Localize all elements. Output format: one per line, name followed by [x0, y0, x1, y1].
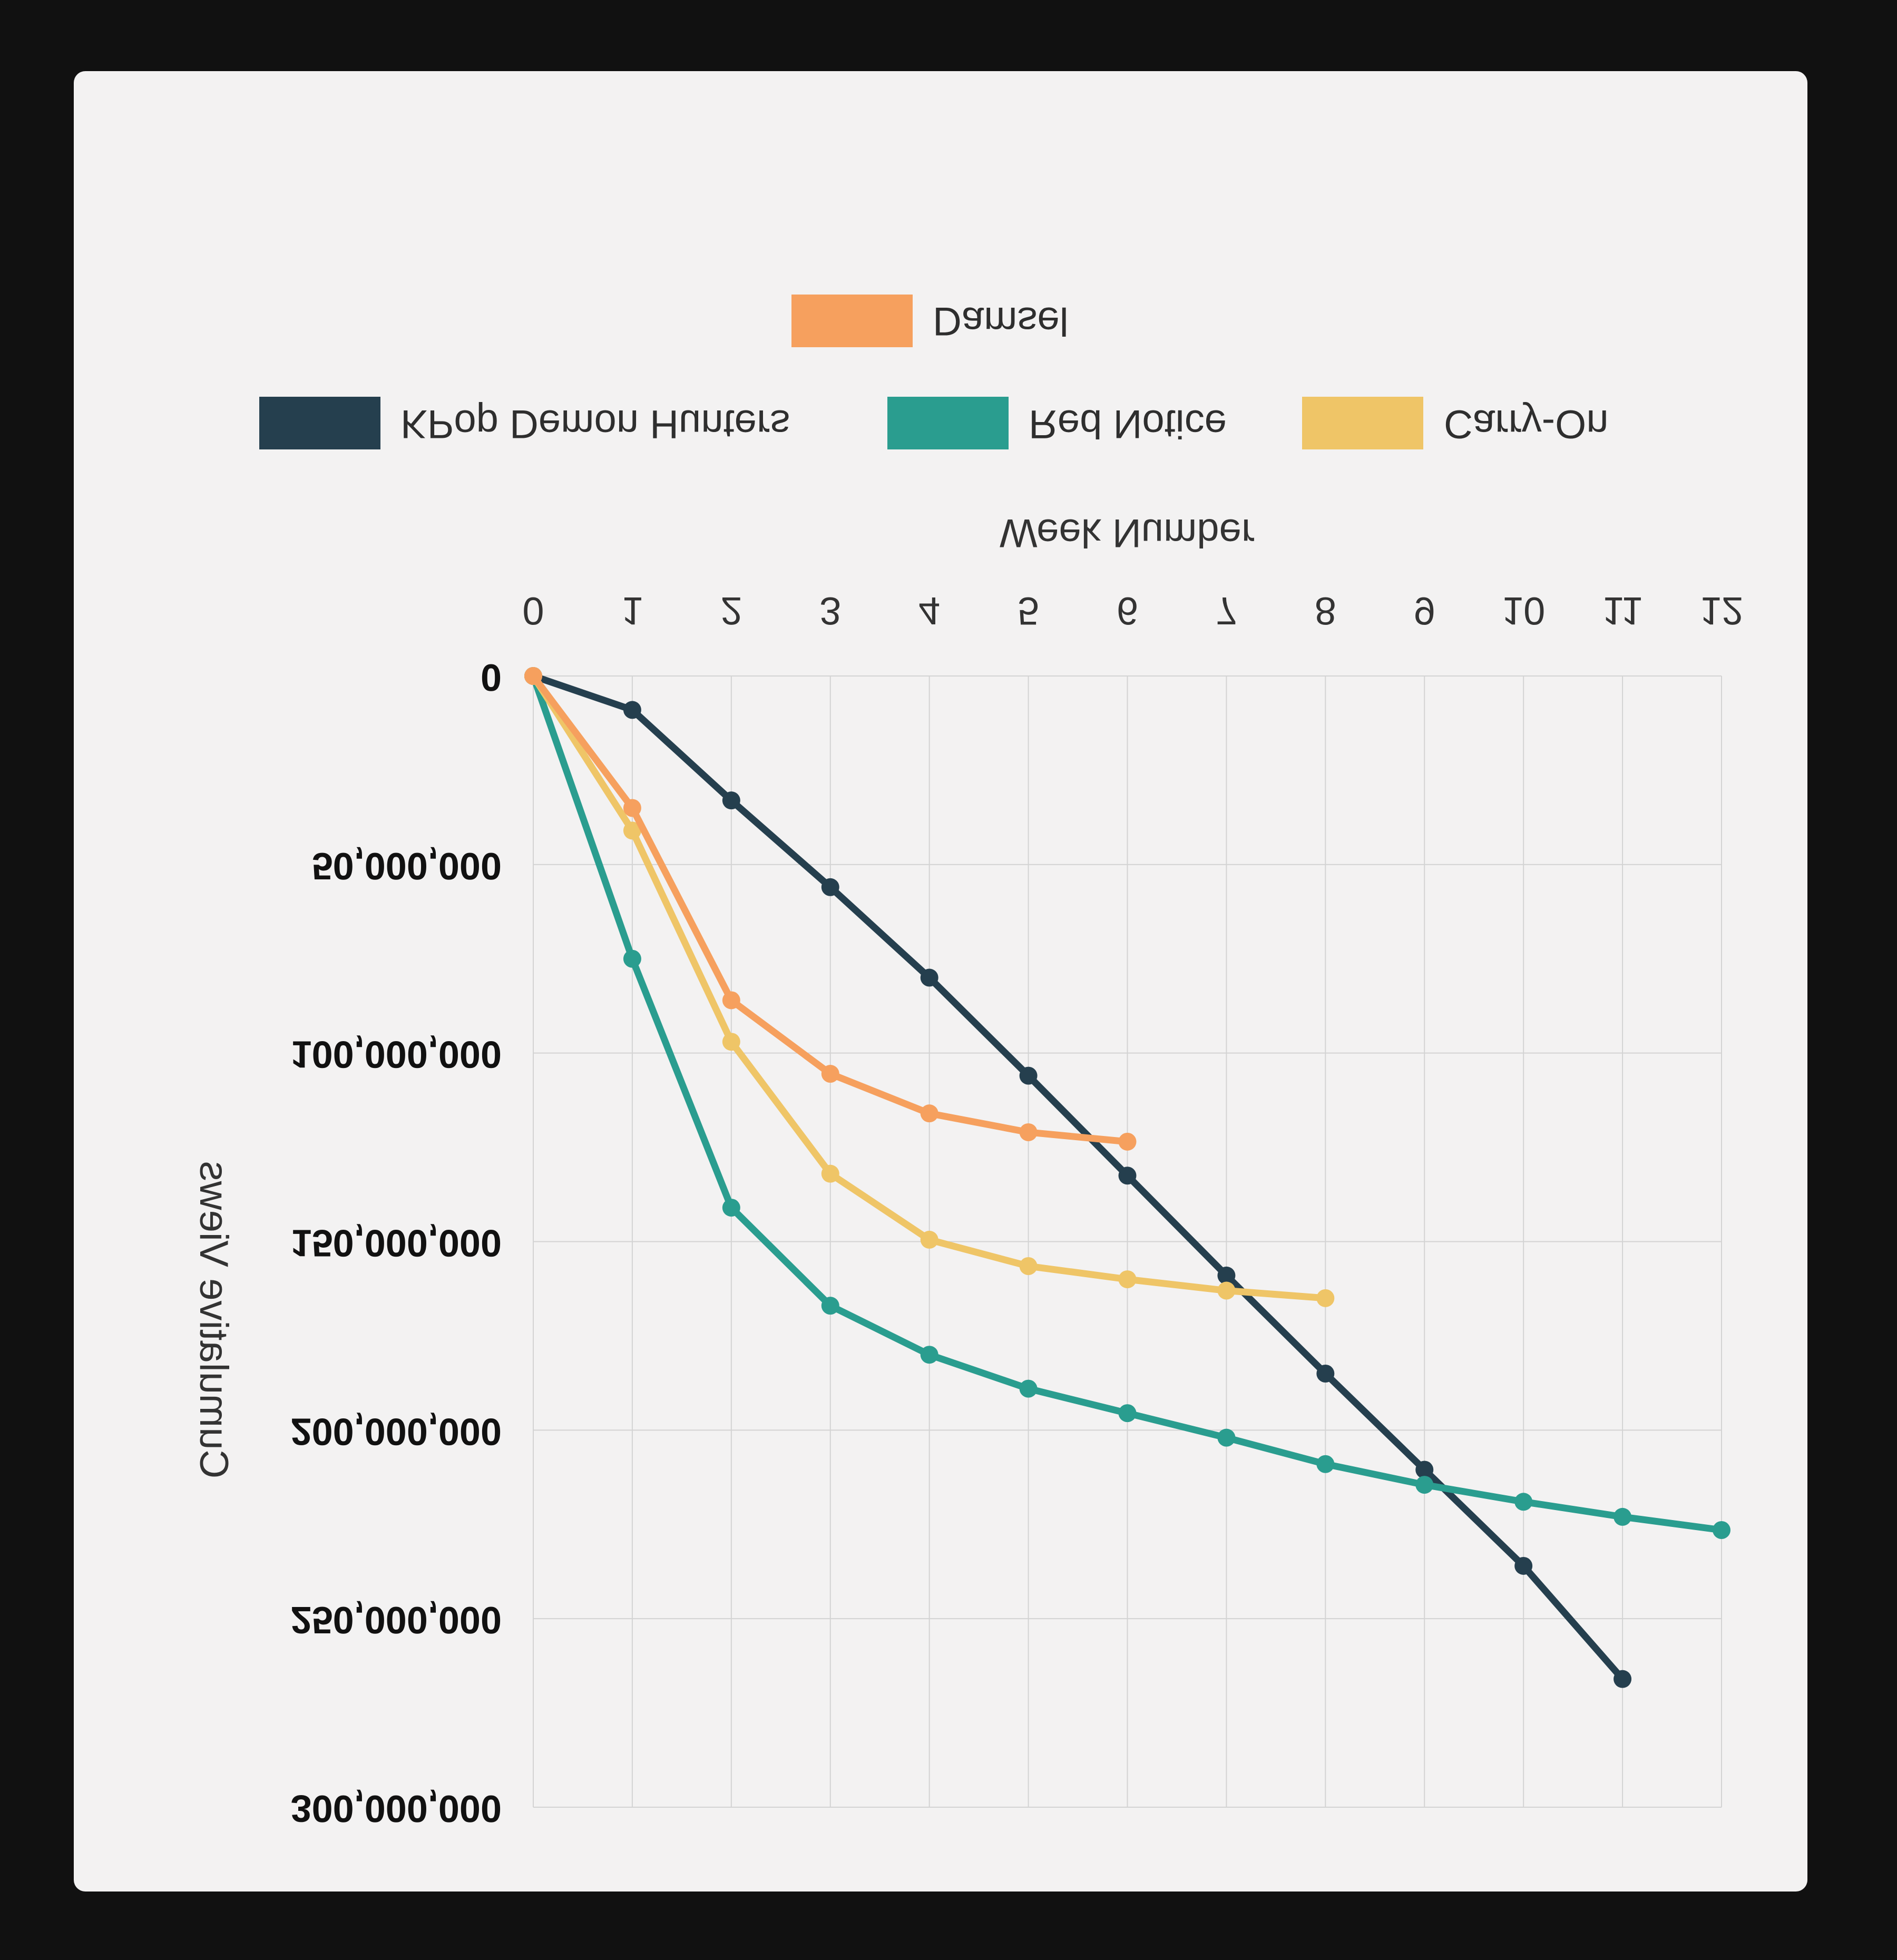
data-point — [1415, 1476, 1434, 1494]
y-axis-ticks: 0 50,000,000 100,000,000 150,000,000 200,000… — [291, 656, 502, 1829]
data-point — [1019, 1257, 1038, 1276]
legend-swatch — [887, 397, 1009, 449]
legend-item: Damsel — [791, 295, 1069, 347]
x-tick-label: 7 — [1216, 589, 1237, 633]
data-point — [920, 1104, 938, 1123]
series-1 — [524, 667, 1730, 1539]
grid — [533, 675, 1722, 1808]
data-point — [1217, 1266, 1236, 1285]
data-point — [1713, 1521, 1730, 1539]
x-tick-label: 2 — [720, 589, 742, 633]
x-tick-label: 10 — [1502, 589, 1545, 633]
legend-swatch — [1302, 397, 1423, 449]
x-tick-label: 9 — [1414, 589, 1435, 633]
y-tick-label: 200,000,000 — [291, 1410, 502, 1452]
legend-item: Red Notice — [887, 397, 1227, 449]
chart-card: 0 50,000,000 100,000,000 150,000,000 200,000… — [74, 71, 1807, 1892]
data-point — [920, 968, 938, 987]
data-point — [1316, 1289, 1335, 1307]
data-point — [821, 1164, 839, 1183]
data-point — [623, 949, 641, 968]
data-point — [1019, 1066, 1038, 1085]
data-point — [1614, 1670, 1632, 1688]
data-point — [524, 667, 542, 685]
y-tick-label: 300,000,000 — [291, 1787, 502, 1829]
data-point — [1019, 1123, 1038, 1141]
data-point — [1118, 1404, 1137, 1423]
data-point — [623, 701, 641, 719]
data-point — [1514, 1493, 1533, 1511]
data-point — [722, 1033, 740, 1051]
legend-label: Carry-On — [1444, 401, 1608, 446]
series-lines — [524, 667, 1730, 1688]
series-3 — [524, 667, 1137, 1151]
legend: KPop Demon Hunters Red Notice Carry-On Dams… — [259, 295, 1608, 449]
data-point — [623, 799, 641, 817]
data-point — [1019, 1379, 1038, 1398]
data-point — [722, 991, 740, 1010]
data-point — [722, 791, 740, 810]
legend-label: Red Notice — [1029, 401, 1227, 446]
data-point — [1118, 1167, 1137, 1185]
series-line — [530, 672, 1626, 1683]
y-tick-label: 100,000,000 — [291, 1033, 502, 1075]
y-tick-label: 150,000,000 — [291, 1222, 502, 1264]
legend-swatch — [791, 295, 913, 347]
legend-swatch — [259, 397, 380, 449]
y-tick-label: 50,000,000 — [312, 845, 502, 887]
x-tick-label: 11 — [1602, 589, 1643, 633]
x-tick-label: 1 — [621, 589, 643, 633]
data-point — [920, 1346, 938, 1364]
data-point — [821, 1065, 839, 1083]
y-tick-label: 0 — [481, 656, 502, 698]
x-tick-label: 0 — [522, 589, 544, 633]
x-tick-label: 5 — [1018, 589, 1039, 633]
x-axis-label: Week Number — [1000, 511, 1255, 555]
y-tick-label: 250,000,000 — [291, 1599, 502, 1641]
data-point — [1118, 1132, 1137, 1151]
data-point — [1514, 1556, 1533, 1575]
data-point — [722, 1199, 740, 1217]
x-tick-label: 3 — [819, 589, 841, 633]
y-axis-label: Cumulative Views — [191, 1161, 236, 1479]
legend-label: KPop Demon Hunters — [400, 401, 790, 446]
x-tick-label: 12 — [1700, 589, 1743, 633]
series-0 — [524, 667, 1632, 1688]
x-tick-label: 6 — [1117, 589, 1138, 633]
data-point — [821, 878, 839, 896]
x-tick-label: 8 — [1315, 589, 1336, 633]
data-point — [1217, 1428, 1236, 1447]
x-tick-label: 4 — [918, 589, 940, 633]
legend-label: Damsel — [933, 299, 1069, 344]
data-point — [920, 1230, 938, 1249]
line-chart: 0 50,000,000 100,000,000 150,000,000 200,000… — [191, 295, 1743, 1829]
legend-item: Carry-On — [1302, 397, 1608, 449]
x-axis-ticks: 0 1 2 3 4 5 6 7 8 9 10 11 12 — [522, 589, 1743, 633]
data-point — [1118, 1270, 1137, 1289]
legend-item: KPop Demon Hunters — [259, 397, 790, 449]
data-point — [1217, 1281, 1236, 1300]
data-point — [623, 821, 641, 840]
data-point — [821, 1297, 839, 1315]
data-point — [1614, 1507, 1632, 1526]
data-point — [1316, 1364, 1335, 1383]
data-point — [1316, 1455, 1335, 1473]
data-point — [1415, 1461, 1434, 1479]
